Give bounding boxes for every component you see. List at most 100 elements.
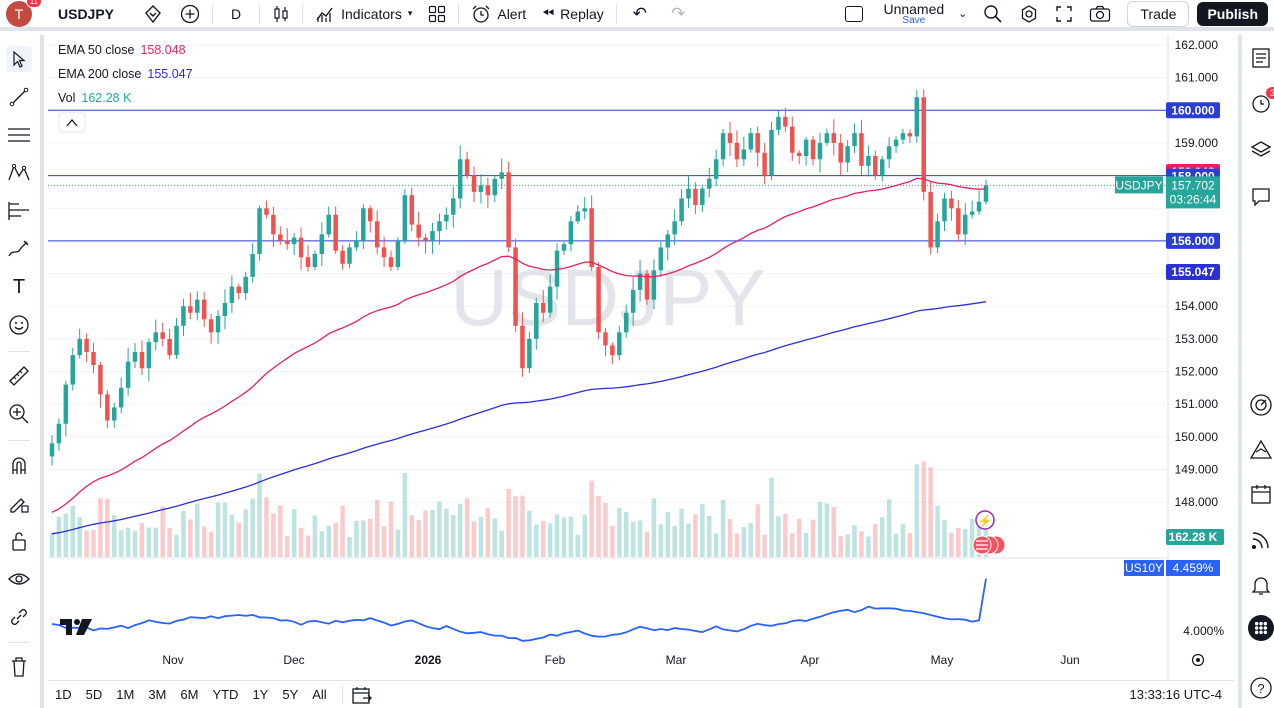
undo-button[interactable]: ↶ [621,1,659,27]
object-tree-button[interactable] [1248,137,1274,163]
chart-canvas[interactable]: USDJPY 162.000 161.000 159.000 154.000 153.0… [48,35,1234,680]
volume-bar [956,528,961,557]
candle-body [56,423,62,444]
candle-body [195,299,200,313]
time-axis[interactable]: Nov Dec 2026 Feb Mar Apr May Jun [162,653,1205,667]
range-button-all[interactable]: All [312,687,327,702]
volume-bar [838,536,843,557]
candle-body [866,156,871,166]
zoom-tool[interactable] [6,401,32,427]
watchlist-button[interactable] [1248,45,1274,71]
chevron-up-icon [66,118,78,127]
magnet-tool[interactable] [6,452,32,478]
range-button-ytd[interactable]: YTD [212,687,239,702]
price-tick-label: 161.000 [1175,71,1219,85]
help-button[interactable]: ? [1248,675,1274,701]
candle-body [561,244,567,251]
publish-button[interactable]: Publish [1197,1,1268,26]
volume-bar [942,519,947,557]
candle-body [817,142,823,160]
indicators-button[interactable]: Indicators ▾ [307,1,420,27]
fib-tool[interactable] [6,122,32,148]
volume-bar [824,503,830,557]
symbol-search-button[interactable]: USDJPY [46,1,172,27]
divider [8,351,30,352]
range-button-3m[interactable]: 3M [148,687,167,702]
volume-bar [762,534,767,557]
time-axis-label: Jun [1060,653,1079,667]
plus-circle-icon [180,4,200,23]
emoji-tool[interactable] [6,312,32,338]
add-symbol-button[interactable] [172,1,208,27]
volume-bar [333,522,338,557]
volume-bar [582,514,587,557]
date-range-icon[interactable] [351,685,373,705]
smiley-icon [9,315,29,335]
notifications-button[interactable] [1248,572,1274,598]
range-button-1m[interactable]: 1M [116,687,135,702]
legend-volume[interactable]: Vol 162.28 K [58,91,131,105]
trend-line-tool[interactable] [6,84,32,110]
chart-type-button[interactable] [264,1,298,27]
redo-button[interactable]: ↷ [659,1,697,27]
collapse-legend-button[interactable] [58,112,86,133]
news-button[interactable] [1248,527,1274,553]
measure-tool[interactable] [6,363,32,389]
range-button-5y[interactable]: 5Y [282,687,299,702]
range-button-5d[interactable]: 5D [85,687,103,702]
lock-drawings-tool[interactable] [6,528,32,554]
candle-body [278,234,283,241]
alerts-button[interactable]: 3 [1248,86,1274,116]
event-flash-icon[interactable] [975,510,995,530]
pattern-tool[interactable] [6,160,32,186]
candle-body [464,159,470,176]
chat-button[interactable] [1248,184,1274,210]
alert-button[interactable]: Alert [463,1,534,27]
trade-button[interactable]: Trade [1127,0,1190,27]
text-tool[interactable]: T [6,274,32,300]
user-avatar[interactable]: T 11 [6,0,42,27]
search-icon [984,4,1002,23]
range-button-6m[interactable]: 6M [180,687,199,702]
magnet-icon [12,457,26,474]
volume-bar [174,535,179,557]
ema50-line [51,177,987,513]
us10y-tick-label: 4.000% [1183,624,1224,638]
cursor-tool[interactable] [6,46,32,72]
candle-body [783,116,788,127]
hotlists-button[interactable] [1248,392,1274,418]
candle-body [644,273,650,300]
clock-timezone[interactable]: 13:33:16 UTC-4 [1129,687,1223,702]
products-button[interactable] [1248,615,1274,641]
layouts-button[interactable] [420,1,454,27]
stay-drawing-tool[interactable] [6,490,32,516]
calendar-button[interactable] [1248,481,1274,507]
layout-name-button[interactable]: Unnamed Save ⌄ [837,1,975,27]
volume-bar [879,517,885,557]
remove-drawings-tool[interactable] [6,654,32,680]
snapshot-button[interactable] [1081,1,1119,27]
settings-button[interactable] [1011,1,1047,27]
range-button-1y[interactable]: 1Y [252,687,269,702]
economic-events-icon[interactable] [972,535,1006,555]
link-tool[interactable] [6,604,32,630]
price-axis[interactable]: 162.000 161.000 159.000 154.000 153.000 152.0… [1175,38,1225,638]
right-toolbar: 3 ? [1238,35,1274,708]
time-axis-label: Mar [666,653,687,667]
tradingview-logo[interactable] [60,619,92,635]
brush-tool[interactable] [6,236,32,262]
forecast-tool[interactable] [6,198,32,224]
quick-search-button[interactable] [975,1,1011,27]
legend-ema50[interactable]: EMA 50 close 158.048 [58,43,186,57]
compare-icon[interactable] [142,3,164,25]
legend-ema200[interactable]: EMA 200 close 155.047 [58,67,193,81]
us10y-symbol-tag: US10Y [1125,561,1163,575]
replay-button[interactable]: ⏪︎ Replay [534,1,612,27]
ideas-button[interactable] [1248,437,1274,463]
volume-bar [361,520,366,557]
candle-body [105,394,110,421]
interval-button[interactable]: D [217,1,255,27]
fullscreen-button[interactable] [1047,1,1081,27]
range-button-1d[interactable]: 1D [55,687,72,702]
hide-drawings-tool[interactable] [6,566,32,592]
